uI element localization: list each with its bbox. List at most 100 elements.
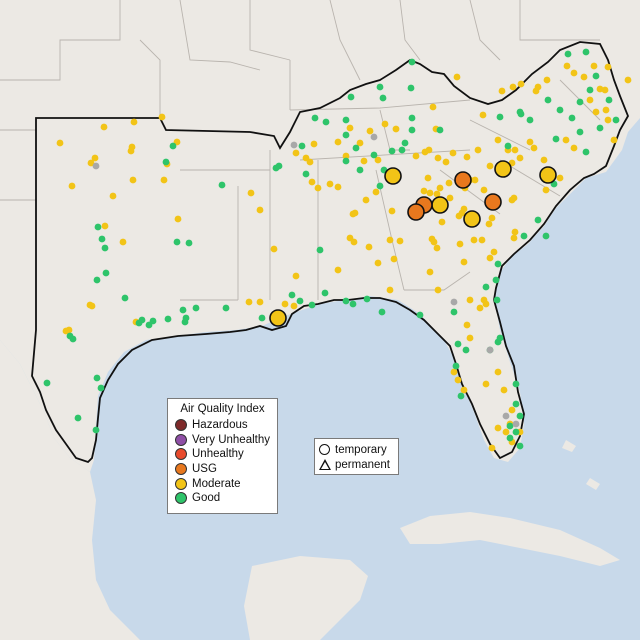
very-unhealthy-swatch-icon xyxy=(175,433,187,446)
temporary-monitor-marker[interactable] xyxy=(463,210,481,228)
legend-label: Very Unhealthy xyxy=(192,433,270,446)
monitor-dot xyxy=(530,144,538,152)
monitor-dot xyxy=(181,318,189,326)
temporary-monitor-marker[interactable] xyxy=(539,166,557,184)
monitor-dot xyxy=(502,412,510,420)
temporary-monitor-marker[interactable] xyxy=(269,309,287,327)
land-cuba xyxy=(400,512,620,566)
triangle-icon xyxy=(319,459,331,470)
temporary-monitor-marker[interactable] xyxy=(484,193,502,211)
monitor-dot xyxy=(471,176,479,184)
monitor-dot xyxy=(449,149,457,157)
monitor-dot xyxy=(508,406,516,414)
monitor-dot xyxy=(346,124,354,132)
monitor-dot xyxy=(386,236,394,244)
monitor-dot xyxy=(478,236,486,244)
monitor-dot xyxy=(504,142,512,150)
aqi-legend-title: Air Quality Index xyxy=(180,403,265,415)
monitor-dot xyxy=(360,157,368,165)
monitor-dot xyxy=(127,147,135,155)
monitor-dot xyxy=(334,138,342,146)
monitor-dot xyxy=(421,148,429,156)
temporary-monitor-marker[interactable] xyxy=(494,160,512,178)
moderate-swatch-icon xyxy=(175,477,187,490)
legend-label: Moderate xyxy=(192,477,241,490)
monitor-dot xyxy=(485,220,493,228)
monitor-dot xyxy=(169,142,177,150)
monitor-dot xyxy=(543,76,551,84)
monitor-dot xyxy=(624,76,632,84)
temporary-monitor-marker[interactable] xyxy=(431,196,449,214)
monitor-dot xyxy=(93,276,101,284)
monitor-dot xyxy=(540,156,548,164)
monitor-dot xyxy=(100,123,108,131)
monitor-dot xyxy=(185,239,193,247)
legend-label: USG xyxy=(192,463,217,476)
monitor-dot xyxy=(374,156,382,164)
monitor-dot xyxy=(482,283,490,291)
monitor-dot xyxy=(97,384,105,392)
monitor-dot xyxy=(457,392,465,400)
monitor-dot xyxy=(450,308,458,316)
monitor-dot xyxy=(542,232,550,240)
monitor-dot xyxy=(605,96,613,104)
monitor-dot xyxy=(379,94,387,102)
good-swatch-icon xyxy=(175,492,187,505)
monitor-dot xyxy=(407,84,415,92)
monitor-dot xyxy=(342,152,350,160)
monitor-dot xyxy=(426,189,434,197)
monitor-dot xyxy=(356,166,364,174)
monitor-dot xyxy=(494,136,502,144)
monitor-dot xyxy=(65,326,73,334)
monitor-dot xyxy=(592,72,600,80)
monitor-dot xyxy=(456,240,464,248)
legend-row-temporary: temporary xyxy=(319,442,394,457)
state-borders xyxy=(0,0,601,301)
monitor-dot xyxy=(450,298,458,306)
monitor-dot xyxy=(526,138,534,146)
temporary-monitor-marker[interactable] xyxy=(407,203,425,221)
monitor-dot xyxy=(135,319,143,327)
temporary-monitor-marker[interactable] xyxy=(454,171,472,189)
monitor-dot xyxy=(446,194,454,202)
land-mexico xyxy=(0,340,140,640)
monitor-dot xyxy=(376,182,384,190)
monitor-dot xyxy=(130,118,138,126)
monitor-dot xyxy=(321,289,329,297)
monitor-dot xyxy=(494,368,502,376)
monitor-dot xyxy=(506,422,514,430)
monitor-dot xyxy=(433,244,441,252)
temporary-monitor-marker[interactable] xyxy=(384,167,402,185)
monitor-dot xyxy=(460,258,468,266)
legend-row-moderate: Moderate xyxy=(174,476,271,491)
monitor-dot xyxy=(552,135,560,143)
monitor-dot xyxy=(316,246,324,254)
monitor-dot xyxy=(388,147,396,155)
monitor-dot xyxy=(492,276,500,284)
monitor-dot xyxy=(480,186,488,194)
legend-row-permanent: permanent xyxy=(319,457,394,472)
monitor-dot xyxy=(556,174,564,182)
monitor-dot xyxy=(398,146,406,154)
monitor-dot xyxy=(342,116,350,124)
monitor-dot xyxy=(512,380,520,388)
monitor-dot xyxy=(454,340,462,348)
monitor-dot xyxy=(509,83,517,91)
monitor-dot xyxy=(436,126,444,134)
legend-row-usg: USG xyxy=(174,462,271,477)
monitor-dot xyxy=(460,386,468,394)
monitor-dot xyxy=(342,297,350,305)
monitor-dot xyxy=(433,190,441,198)
monitor-dot xyxy=(412,152,420,160)
monitor-dot xyxy=(298,142,306,150)
legend-row-unhealthy: Unhealthy xyxy=(174,447,271,462)
monitor-dot xyxy=(94,223,102,231)
monitor-dot xyxy=(592,108,600,116)
legend-label: permanent xyxy=(335,458,390,471)
monitor-dot xyxy=(372,188,380,196)
monitor-dot xyxy=(452,362,460,370)
monitor-dot xyxy=(517,80,525,88)
monitor-dot xyxy=(408,58,416,66)
